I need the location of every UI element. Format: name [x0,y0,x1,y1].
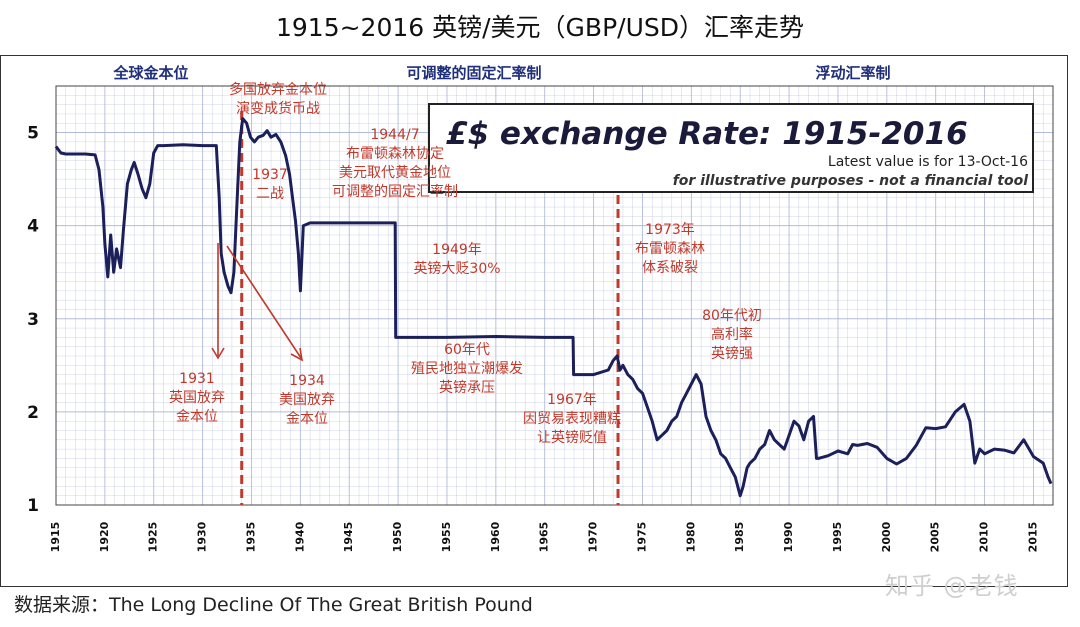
y-tick-label: 3 [27,310,39,330]
annotation-text: 80年代初高利率英镑强 [702,307,762,362]
x-tick-label: 1960 [489,521,502,552]
series-line-gbp-usd [54,117,1053,498]
annotation-text: 1967年因贸易表现糟糕让英镑贬值 [523,392,621,446]
annotation-text: 1934 美国放弃金本位 [279,373,335,427]
inset-title: £$ exchange Rate: 1915-2016 [446,116,968,152]
y-tick-label: 4 [27,217,39,237]
x-tick-label: 1915 [49,522,62,553]
x-tick-label: 1930 [196,521,209,552]
annotation-text: 多国放弃金本位演变成货币战 [229,81,327,117]
x-tick-label: 1980 [684,521,697,552]
x-tick-label: 1955 [440,522,453,553]
arrow-1934 [226,245,302,359]
arrowhead-1931 [211,347,225,360]
x-tick-label: 2005 [929,522,942,553]
y-tick-label: 2 [27,403,39,423]
x-tick-label: 1995 [831,522,844,553]
watermark: 知乎 @老钱 [885,572,1019,600]
x-tick-label: 1920 [98,521,111,552]
arrowhead-1934 [290,347,304,362]
era-label-gold-standard: 全球金本位 [112,64,188,82]
x-tick-label: 1945 [342,522,355,553]
x-tick-label: 2000 [880,521,893,552]
x-tick-label: 1965 [538,522,551,553]
inset-latest: Latest value is for 13-Oct-16 [828,154,1028,170]
inset-box [428,103,1034,193]
exchange-rate-chart: 1915 1920 1925 1930 1935 1940 1945 1950 1955 1960… [27,64,1054,553]
page-title: 1915~2016 英镑/美元（GBP/USD）汇率走势 [275,13,804,42]
x-tick-label: 1940 [293,521,306,552]
annotation-text: 1944/7 布雷顿森林协定美元取代黄金地位可调整的固定汇率制 [332,127,458,200]
y-tick-label: 1 [27,496,39,516]
x-tick-label: 1970 [587,521,600,552]
annotation-text: 1931 英国放弃金本位 [169,371,225,425]
annotation-text: 1973年布雷顿森林体系破裂 [635,222,705,276]
annotation-arrows [211,243,304,362]
x-tick-label: 1935 [244,522,257,553]
era-label-adjustable-peg: 可调整的固定汇率制 [406,64,541,82]
x-tick-label: 1990 [782,521,795,552]
chart-frame: 1915 1920 1925 1930 1935 1940 1945 1950 1955 1960… [0,55,1068,587]
y-tick-label: 5 [27,124,39,144]
plot-area-border [55,85,1054,506]
annotation-text: 1937 二战 [252,167,288,202]
source-caption: 数据来源：The Long Decline Of The Great Briti… [14,594,533,616]
annotation-text: 60年代殖民地独立潮爆发英镑承压 [411,342,523,396]
inset-note: for illustrative purposes - not a financ… [673,173,1028,189]
x-tick-label: 1925 [147,522,160,553]
x-tick-label: 2010 [978,521,991,552]
x-tick-label: 2015 [1026,522,1039,553]
x-tick-label: 1985 [733,522,746,553]
x-tick-label: 1950 [391,521,404,552]
x-tick-label: 1975 [635,522,648,553]
era-label-floating: 浮动汇率制 [815,64,890,82]
annotation-text: 1949年英镑大贬30% [413,242,500,277]
